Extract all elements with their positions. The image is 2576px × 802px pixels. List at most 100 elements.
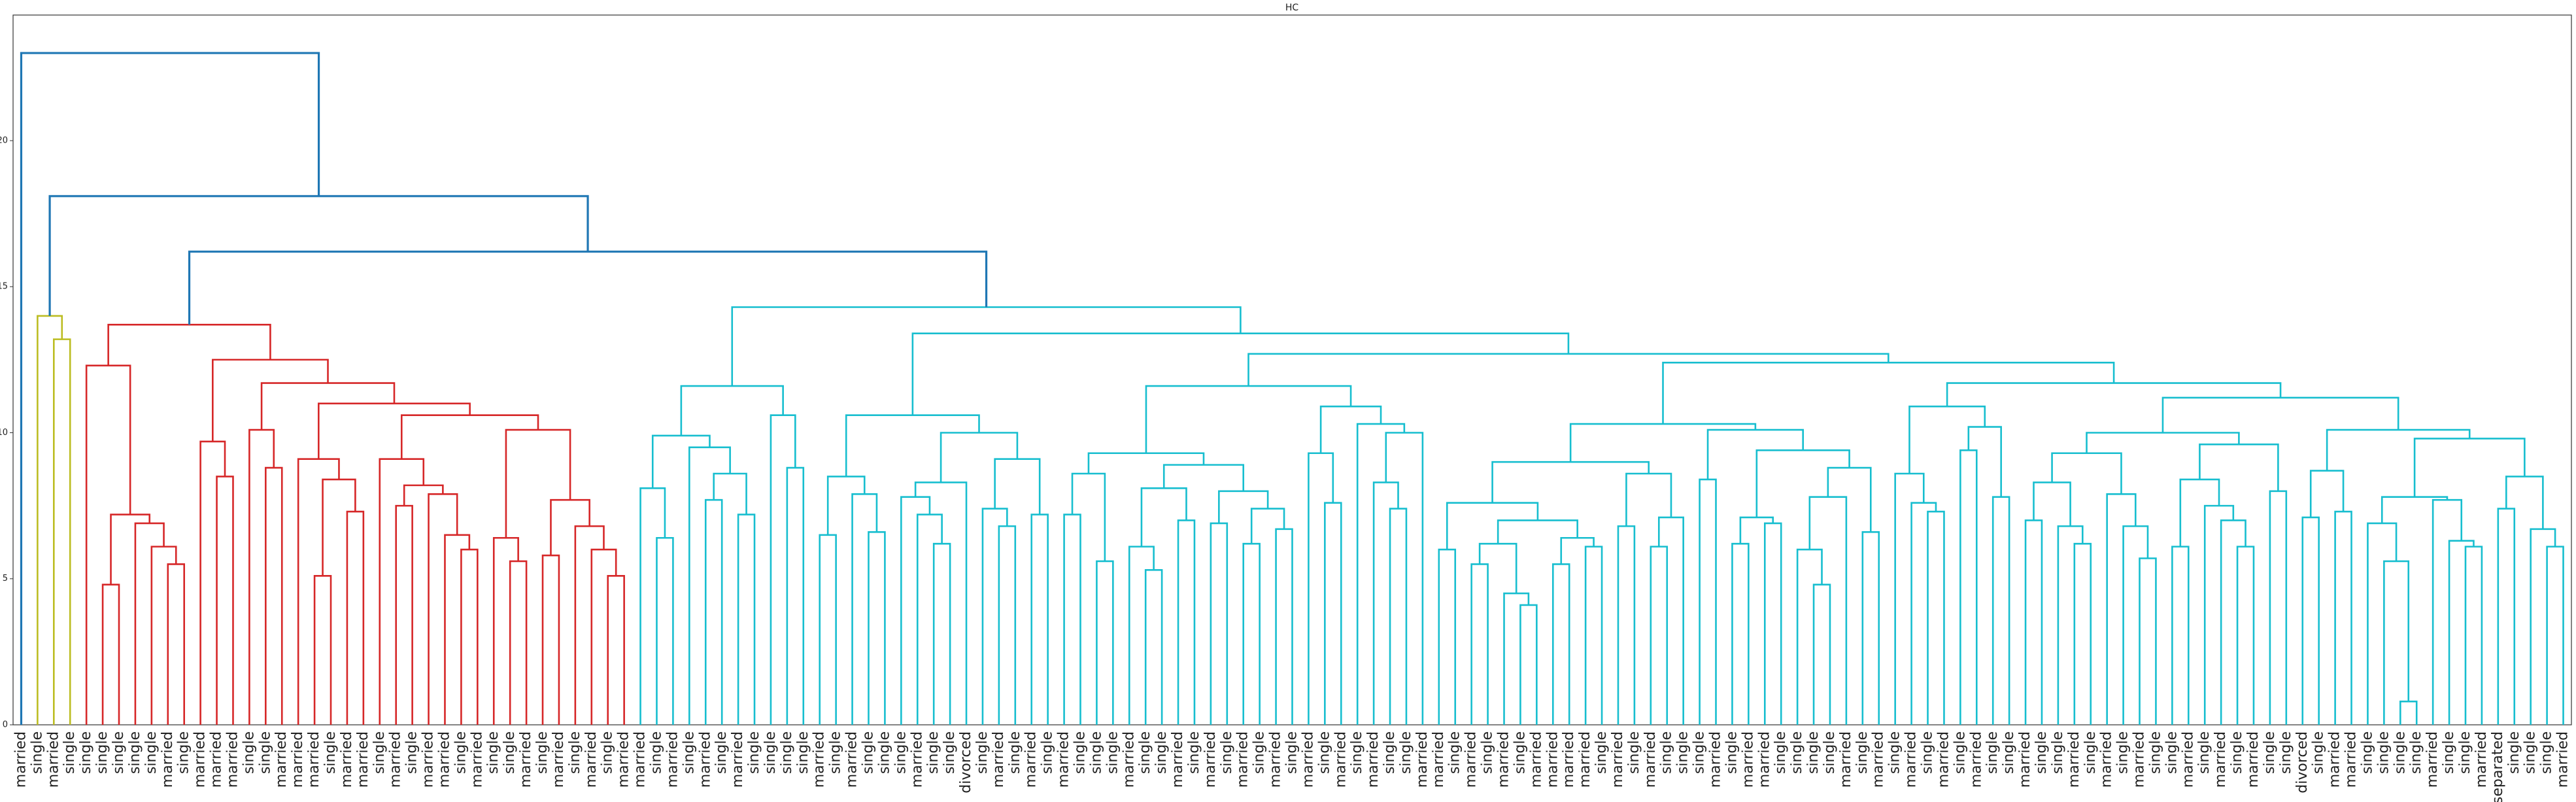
link xyxy=(216,476,234,725)
link xyxy=(1275,528,1293,725)
leaf-label: separated xyxy=(2490,731,2506,802)
link xyxy=(1991,496,2010,725)
leaf-label: single xyxy=(2441,731,2457,774)
leaf-label: single xyxy=(1251,731,1268,774)
link xyxy=(656,536,674,725)
link xyxy=(1030,514,1049,725)
leaf-label: single xyxy=(1887,731,1903,774)
leaf-label: single xyxy=(2229,731,2245,774)
link xyxy=(505,428,571,538)
leaf-label: married xyxy=(1642,731,1659,788)
link xyxy=(400,414,539,459)
link xyxy=(541,554,560,725)
leaf-label: single xyxy=(1854,731,1871,774)
link xyxy=(1389,508,1408,725)
link xyxy=(1319,406,1382,453)
leaf-label: single xyxy=(925,731,941,774)
link xyxy=(574,525,605,725)
leaf-label: married xyxy=(697,731,713,788)
link xyxy=(900,496,931,725)
leaf-label: married xyxy=(1170,731,1186,788)
link xyxy=(737,514,756,725)
link xyxy=(248,428,275,725)
leaf-label: married xyxy=(355,731,371,788)
link xyxy=(639,487,666,725)
leaf-label: single xyxy=(681,731,697,774)
link xyxy=(1861,531,1880,725)
leaf-label: single xyxy=(257,731,273,774)
leaf-label: single xyxy=(2082,731,2099,774)
leaf-label: married xyxy=(2131,731,2148,788)
link xyxy=(1210,522,1229,725)
leaf-label: single xyxy=(1920,731,1936,774)
leaf-label: married xyxy=(209,731,225,788)
link xyxy=(48,195,589,316)
leaf-label: single xyxy=(1984,731,2001,774)
link xyxy=(2203,504,2235,725)
leaf-label: married xyxy=(1463,731,1480,788)
leaf-label: married xyxy=(420,731,437,788)
link xyxy=(2220,519,2246,725)
leaf-label: single xyxy=(1512,731,1528,774)
leaf-label: married xyxy=(1235,731,1251,788)
leaf-label: married xyxy=(583,731,600,788)
leaf-label: single xyxy=(600,731,616,774)
link xyxy=(134,522,165,725)
leaf-label: single xyxy=(78,731,94,774)
leaf-label: single xyxy=(1447,731,1463,774)
leaf-label: single xyxy=(1398,731,1414,774)
link xyxy=(1706,428,1804,479)
leaf-label: single xyxy=(143,731,160,774)
link xyxy=(101,584,120,725)
leaf-label: single xyxy=(1349,731,1365,774)
leaf-label: single xyxy=(1675,731,1691,774)
link xyxy=(2199,444,2279,491)
leaf-label: married xyxy=(909,731,925,788)
link xyxy=(2161,396,2399,433)
link xyxy=(2171,546,2190,725)
link xyxy=(1894,472,1925,725)
leaf-label: single xyxy=(2278,731,2294,774)
leaf-label: married xyxy=(1968,731,1984,788)
link xyxy=(2086,432,2240,453)
link xyxy=(2448,540,2475,725)
leaf-label: married xyxy=(2245,731,2262,788)
link xyxy=(2505,476,2544,529)
leaf-label: single xyxy=(828,731,844,774)
link xyxy=(2122,525,2149,725)
link xyxy=(1827,466,1872,532)
leaf-label: single xyxy=(1284,731,1300,774)
link xyxy=(1967,426,2002,497)
link xyxy=(2139,557,2157,725)
link xyxy=(845,414,980,477)
leaf-label: married xyxy=(811,731,828,788)
link xyxy=(1560,536,1595,565)
leaf-label: married xyxy=(2473,731,2490,788)
leaf-label: single xyxy=(860,731,876,774)
link xyxy=(428,493,458,725)
link xyxy=(932,542,951,725)
leaf-label: married xyxy=(2212,731,2229,788)
leaf-label: single xyxy=(1822,731,1838,774)
y-tick-label: 0 xyxy=(3,720,8,730)
link xyxy=(1372,481,1399,725)
leaf-label: single xyxy=(322,731,339,774)
link xyxy=(1356,423,1406,725)
link xyxy=(1250,508,1285,544)
link xyxy=(167,563,185,725)
link xyxy=(110,514,151,585)
link xyxy=(20,52,320,725)
leaf-label: single xyxy=(2115,731,2131,774)
link xyxy=(199,440,226,725)
leaf-label: divorced xyxy=(958,731,974,793)
link xyxy=(1657,516,1684,725)
link xyxy=(1096,560,1114,725)
leaf-label: single xyxy=(779,731,795,774)
leaf-label: married xyxy=(1838,731,1854,788)
link xyxy=(1177,519,1196,725)
y-tick-label: 15 xyxy=(0,282,8,292)
link xyxy=(590,548,617,725)
link xyxy=(2269,490,2288,725)
link xyxy=(2236,546,2255,725)
link xyxy=(2301,516,2320,725)
